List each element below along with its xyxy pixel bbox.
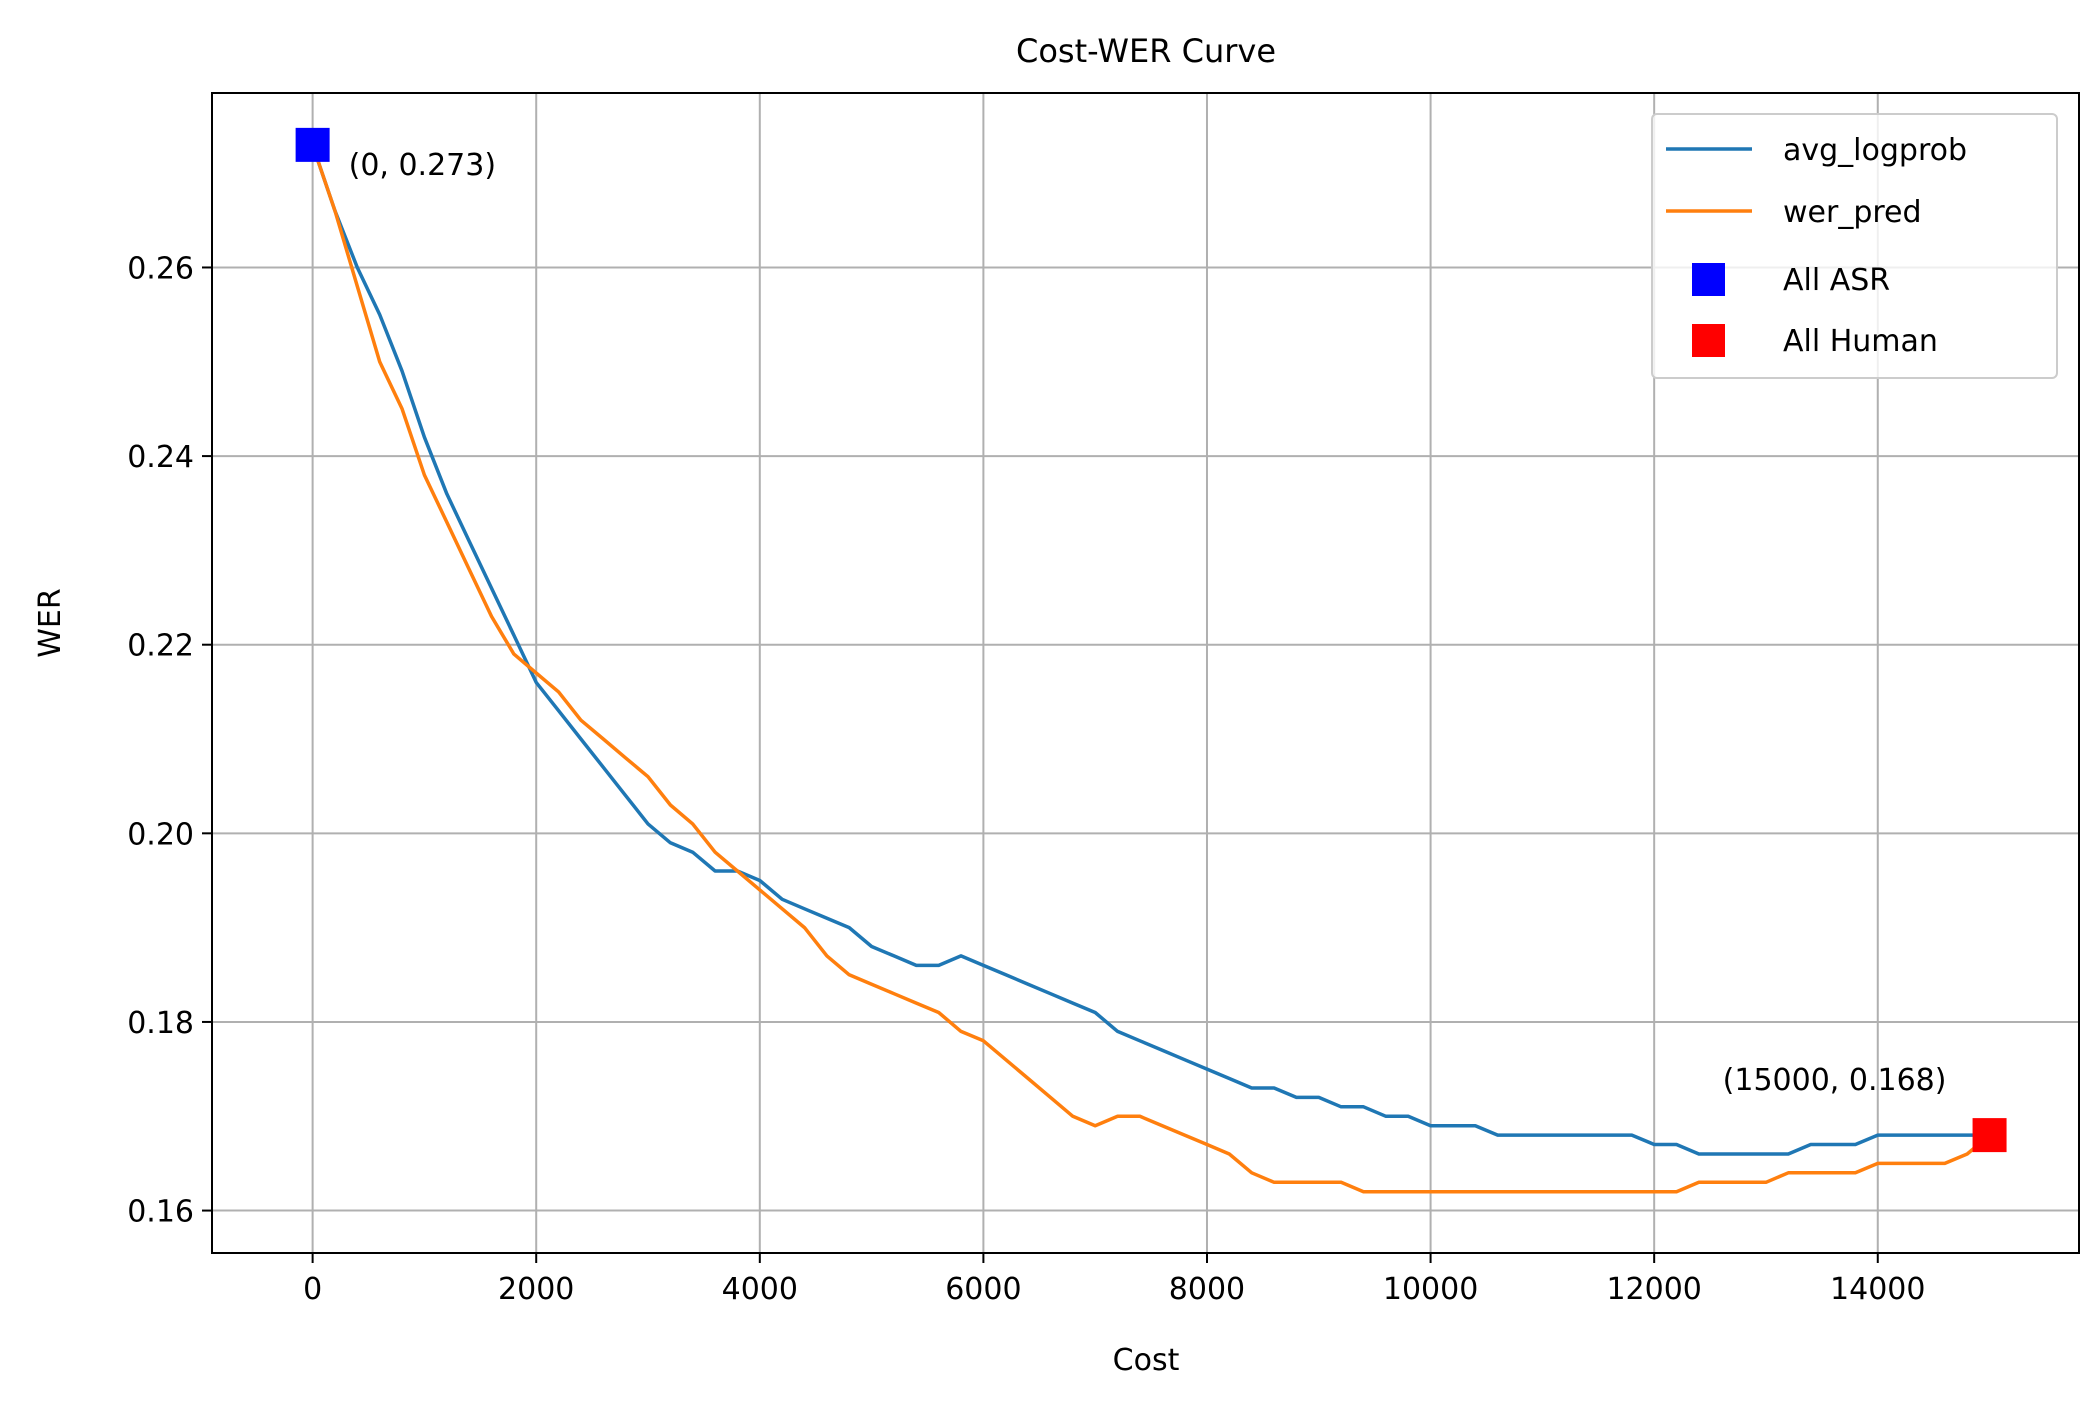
- y-tick-label: 0.16: [127, 1195, 194, 1230]
- x-tick-label: 4000: [722, 1272, 798, 1307]
- legend-all-human-swatch: [1692, 324, 1725, 357]
- y-tick-label: 0.24: [127, 440, 194, 475]
- legend-all-human-label: All Human: [1783, 324, 1938, 359]
- x-axis-label: Cost: [1113, 1343, 1180, 1378]
- y-axis-label: WER: [33, 588, 68, 657]
- chart-title: Cost-WER Curve: [1016, 32, 1276, 70]
- x-tick-label: 6000: [945, 1272, 1021, 1307]
- legend-all-asr-swatch: [1692, 263, 1725, 296]
- x-tick-label: 2000: [498, 1272, 574, 1307]
- y-tick-label: 0.26: [127, 251, 194, 286]
- legend-avg-logprob-label: avg_logprob: [1783, 133, 1967, 168]
- x-tick-label: 14000: [1830, 1272, 1925, 1307]
- marker-all-asr: [295, 127, 330, 162]
- x-tick-label: 10000: [1383, 1272, 1478, 1307]
- series-lines: [310, 144, 1991, 1194]
- legend-all-asr-label: All ASR: [1783, 263, 1890, 298]
- point-markers: (0, 0.273) (15000, 0.168): [295, 127, 2007, 1153]
- marker-all-human: [1972, 1118, 2007, 1153]
- plot-frame: [211, 92, 2080, 1254]
- annotation-all-asr: (0, 0.273): [349, 148, 496, 183]
- x-tick-label: 8000: [1169, 1272, 1245, 1307]
- y-tick-label: 0.18: [127, 1006, 194, 1041]
- y-tick-label: 0.22: [127, 629, 194, 664]
- x-tick-label: 0: [303, 1272, 322, 1307]
- legend-box: [1651, 113, 2058, 379]
- y-tick-label: 0.20: [127, 817, 194, 852]
- series-line-avg-logprob: [310, 144, 1990, 1156]
- axis-ticks: 0 2000 4000 6000 8000 10000 12000 14000 0.16 0.18…: [127, 251, 1925, 1307]
- legend: avg_logprob wer_pred All ASR All Human: [1651, 113, 2058, 379]
- series-line-wer-pred: [310, 144, 1991, 1194]
- annotation-all-human: (15000, 0.168): [1723, 1063, 1947, 1098]
- legend-wer-pred-label: wer_pred: [1783, 195, 1922, 230]
- x-tick-label: 12000: [1606, 1272, 1701, 1307]
